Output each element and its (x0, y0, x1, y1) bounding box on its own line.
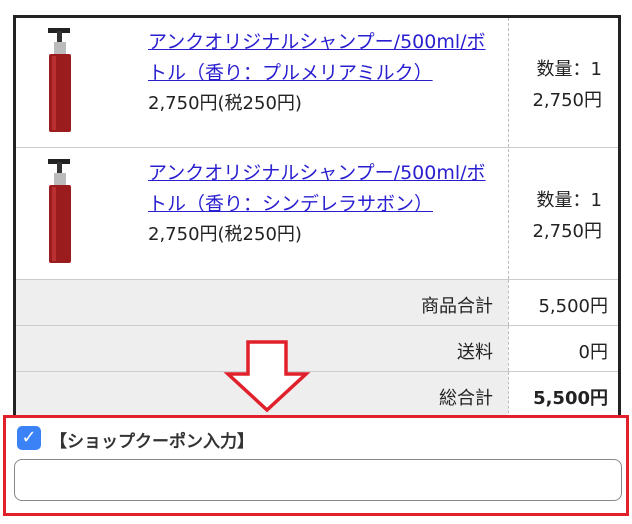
coupon-highlight: ✓ 【ショップクーポン入力】 (3, 415, 629, 516)
product-price: 2,750円(税250円) (148, 93, 302, 114)
cart-item-row: アンクオリジナルシャンプー/500ml/ボトル（香り：シンデレラサボン） 2,7… (16, 149, 618, 280)
cart-item-row: アンクオリジナルシャンプー/500ml/ボトル（香り：プルメリアミルク） 2,7… (16, 18, 618, 148)
down-arrow-icon (223, 340, 311, 413)
quantity: 数量：1 (536, 190, 602, 211)
product-price: 2,750円(税250円) (148, 224, 302, 245)
line-subtotal: 2,750円 (532, 221, 602, 242)
summary-label: 送料 (457, 342, 493, 363)
summary-value: 0円 (578, 342, 608, 363)
product-link[interactable]: アンクオリジナルシャンプー/500ml/ボトル（香り：プルメリアミルク） (148, 31, 486, 84)
line-subtotal: 2,750円 (532, 90, 602, 111)
summary-value: 5,500円 (533, 388, 608, 409)
coupon-input[interactable] (14, 459, 622, 501)
summary-row-total: 総合計 5,500円 (16, 372, 618, 418)
coupon-checkbox[interactable]: ✓ (17, 426, 41, 450)
cart-table: アンクオリジナルシャンプー/500ml/ボトル（香り：プルメリアミルク） 2,7… (13, 15, 621, 435)
coupon-label: 【ショップクーポン入力】 (50, 432, 254, 452)
product-image (48, 28, 71, 132)
summary-label: 総合計 (439, 388, 493, 409)
product-image (48, 159, 71, 263)
summary-value: 5,500円 (538, 296, 608, 317)
summary-row-subtotal: 商品合計 5,500円 (16, 280, 618, 326)
summary-label: 商品合計 (421, 296, 493, 317)
quantity: 数量：1 (536, 59, 602, 80)
summary-row-shipping: 送料 0円 (16, 326, 618, 372)
product-link[interactable]: アンクオリジナルシャンプー/500ml/ボトル（香り：シンデレラサボン） (148, 162, 486, 215)
